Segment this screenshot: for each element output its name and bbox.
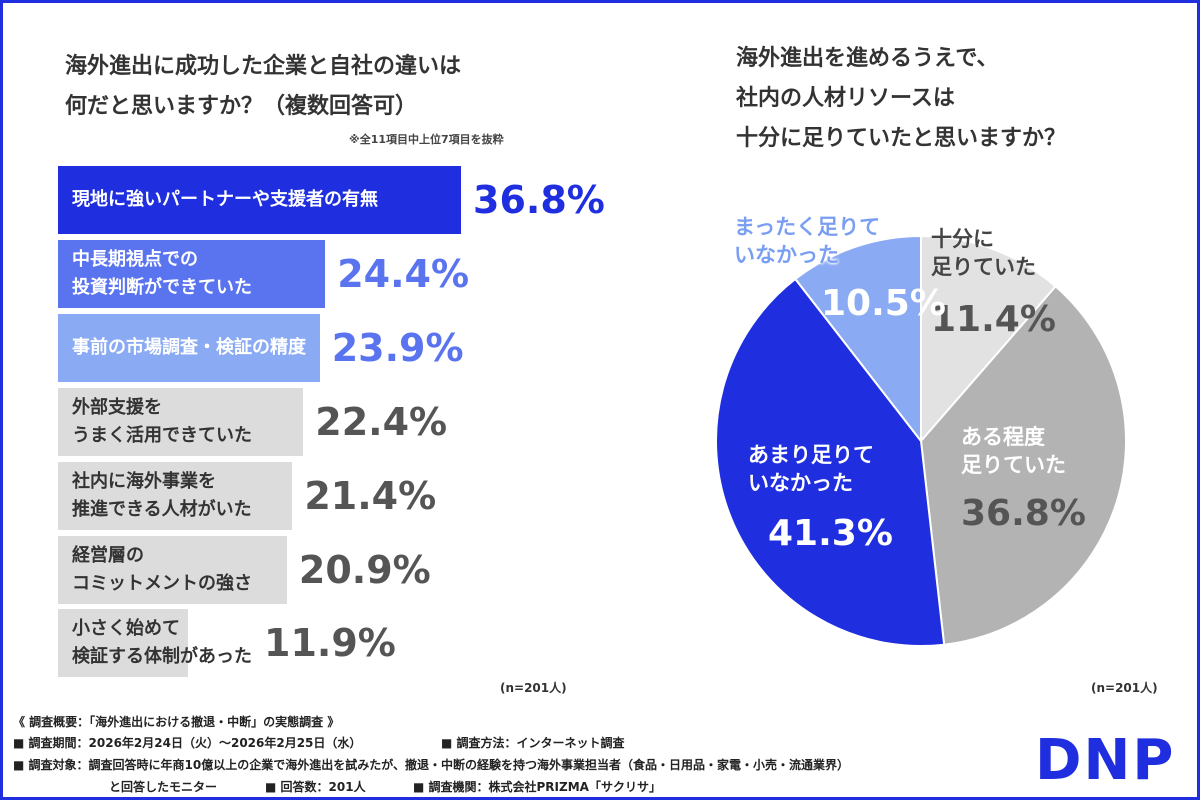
bar-category: 事前の市場調査・検証の精度 — [72, 336, 306, 358]
pie-slice — [920, 234, 1058, 444]
pie-note: (n=201人) — [1091, 681, 1158, 695]
pie-chart — [715, 234, 1127, 647]
slice-value: 41.3% — [768, 513, 893, 554]
bar — [58, 535, 287, 604]
bar — [58, 313, 320, 382]
bar — [58, 461, 293, 530]
logo: DNP — [1035, 728, 1176, 793]
bar-title: 海外進出に成功した企業と自社の違いは 何だと思いますか？（複数回答可） — [65, 54, 462, 119]
slice-label: あまり足りて いなかった — [748, 443, 874, 495]
bar-category: 現地に強いパートナーや支援者の有無 — [72, 189, 378, 210]
value-label: 22.4% — [315, 399, 448, 444]
slice-value: 10.5% — [821, 283, 946, 324]
footer-line: ■ 調査期間：2026年2月24日（火）〜2026年2月25日（水） — [13, 736, 362, 750]
value-label: 23.9% — [331, 325, 464, 370]
slice-label: ある程度 足りていた — [961, 425, 1066, 477]
slice-value: 11.4% — [931, 299, 1056, 340]
pie-slice — [919, 284, 1127, 646]
bar — [58, 166, 461, 234]
value-label: 11.9% — [264, 621, 396, 666]
pie-slice — [715, 277, 946, 647]
bar — [58, 609, 189, 678]
bar-category: 小さく始めて 検証する体制があった — [72, 618, 252, 668]
bar-category: 社内に海外事業を 推進できる人材がいた — [72, 470, 252, 520]
bar-category: 経営層の コミットメントの強さ — [72, 544, 252, 594]
pie-slice — [793, 234, 922, 444]
bar — [58, 239, 326, 308]
bar-note: (n=201人) — [500, 681, 567, 695]
footer-line: ■ 回答数：201人 — [265, 780, 366, 794]
value-label: 24.4% — [337, 251, 470, 296]
slice-value: 36.8% — [961, 493, 1086, 534]
bar — [58, 387, 304, 456]
bar-category: 外部支援を うまく活用できていた — [72, 396, 252, 446]
footer-line: ■ 調査方法：インターネット調査 — [441, 736, 625, 750]
value-label: 36.8% — [473, 178, 605, 222]
slice-label: 十分に 足りていた — [931, 227, 1036, 279]
pie-title: 海外進出を進めるうえで、 社内の人材リソースは 十分に足りていたと思いますか？ — [736, 46, 1067, 151]
value-label: 20.9% — [298, 547, 431, 592]
bar-category: 中長期視点での 投資判断ができていた — [72, 248, 252, 298]
slice-label: まったく足りて いなかった — [734, 215, 881, 267]
footer-heading: 《 調査概要：「海外進出における撤退・中断」の実態調査 》 — [13, 715, 340, 729]
footer-line: ■ 調査対象：調査回答時に年商10億以上の企業で海外進出を試みたが、撤退・中断の… — [13, 758, 849, 772]
bar-subtitle: ※全11項目中上位7項目を抜粋 — [349, 133, 504, 146]
footer-line: ■ 調査機関：株式会社PRIZMA「サクリサ」 — [413, 780, 661, 794]
footer-line: と回答したモニター — [109, 780, 218, 794]
value-label: 21.4% — [304, 473, 437, 518]
